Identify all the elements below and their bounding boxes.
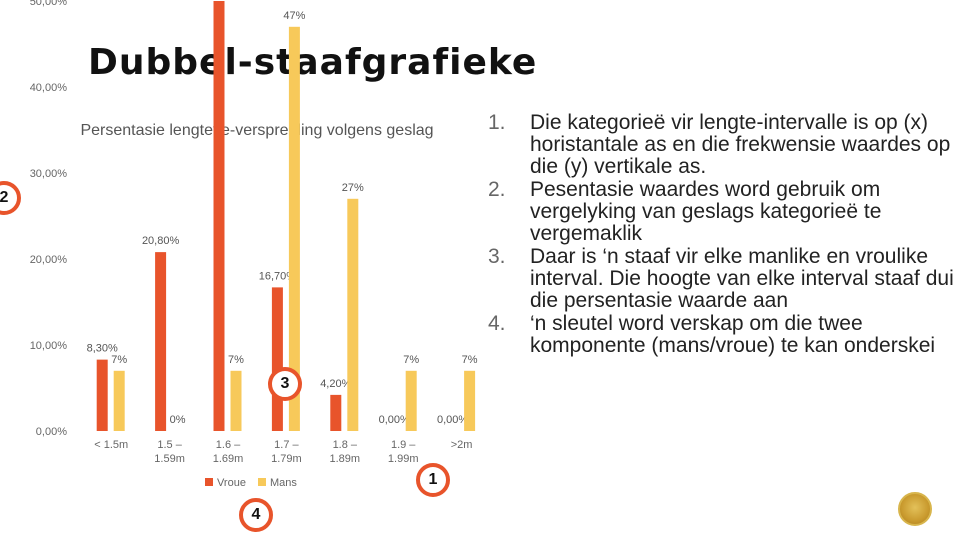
data-label: 7% xyxy=(403,354,419,366)
data-label: 7% xyxy=(111,354,127,366)
x-tick-label: 1.6 –1.69m xyxy=(213,439,244,465)
data-label: 20,80% xyxy=(142,235,180,247)
note-number: 2. xyxy=(488,179,506,201)
bar-mans xyxy=(347,199,358,431)
note-item: 1. Die kategorieë vir lengte-intervalle … xyxy=(484,112,954,178)
note-text: Pesentasie waardes word gebruik om verge… xyxy=(530,178,881,245)
y-tick-label: 40,00% xyxy=(30,82,68,94)
x-tick-label: 1.5 –1.59m xyxy=(154,439,185,465)
y-tick-label: 20,00% xyxy=(30,254,68,266)
bar-mans xyxy=(114,371,125,431)
legend-swatch xyxy=(258,478,266,486)
note-item: 4. ‘n sleutel word verskap om die twee ko… xyxy=(484,313,954,357)
x-tick-label: 1.7 –1.79m xyxy=(271,439,302,465)
callout-4: 4 xyxy=(239,498,273,532)
y-tick-label: 50,00% xyxy=(30,0,68,8)
y-tick-label: 30,00% xyxy=(30,168,68,180)
bar-mans xyxy=(464,371,475,431)
bar-chart: 0,00%10,00%20,00%30,00%40,00%50,00%60,00… xyxy=(0,0,480,540)
logo-icon xyxy=(898,492,932,526)
x-tick-label: < 1.5m xyxy=(94,439,128,451)
x-tick-label: 1.8 –1.89m xyxy=(330,439,361,465)
note-number: 1. xyxy=(488,112,506,134)
bar-vroue xyxy=(330,395,341,431)
note-item: 2. Pesentasie waardes word gebruik om ver… xyxy=(484,179,954,245)
note-text: ‘n sleutel word verskap om die twee komp… xyxy=(530,312,935,357)
callout-3: 3 xyxy=(268,367,302,401)
data-label: 27% xyxy=(342,182,364,194)
notes-list: 1. Die kategorieë vir lengte-intervalle … xyxy=(484,112,954,358)
callout-1: 1 xyxy=(416,463,450,497)
bar-vroue xyxy=(272,287,283,431)
bar-mans xyxy=(406,371,417,431)
x-tick-label: 1.9 –1.99m xyxy=(388,439,419,465)
data-label: 7% xyxy=(228,354,244,366)
data-label: 4,20% xyxy=(320,378,351,390)
note-number: 4. xyxy=(488,313,506,335)
legend-swatch xyxy=(205,478,213,486)
data-label: 7% xyxy=(462,354,478,366)
bar-vroue xyxy=(97,360,108,431)
note-text: Die kategorieë vir lengte-intervalle is … xyxy=(530,111,950,178)
legend-label: Mans xyxy=(270,477,297,489)
data-label: 0,00% xyxy=(437,414,468,426)
note-item: 3. Daar is ‘n staaf vir elke manlike en v… xyxy=(484,246,954,312)
note-text: Daar is ‘n staaf vir elke manlike en vro… xyxy=(530,245,954,312)
y-tick-label: 0,00% xyxy=(36,426,67,438)
bar-vroue xyxy=(155,252,166,431)
data-label: 47% xyxy=(283,10,305,22)
note-number: 3. xyxy=(488,246,506,268)
data-label: 0,00% xyxy=(379,414,410,426)
legend-label: Vroue xyxy=(217,477,246,489)
bar-mans xyxy=(231,371,242,431)
x-tick-label: >2m xyxy=(451,439,473,451)
bar-vroue xyxy=(214,1,225,431)
y-tick-label: 10,00% xyxy=(30,340,68,352)
data-label: 0% xyxy=(170,414,186,426)
